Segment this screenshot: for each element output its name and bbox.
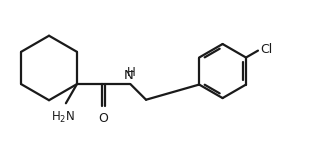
Text: H$_2$N: H$_2$N <box>51 110 76 125</box>
Text: Cl: Cl <box>260 43 273 56</box>
Text: O: O <box>99 112 108 125</box>
Text: N: N <box>124 69 134 82</box>
Text: H: H <box>127 66 136 78</box>
